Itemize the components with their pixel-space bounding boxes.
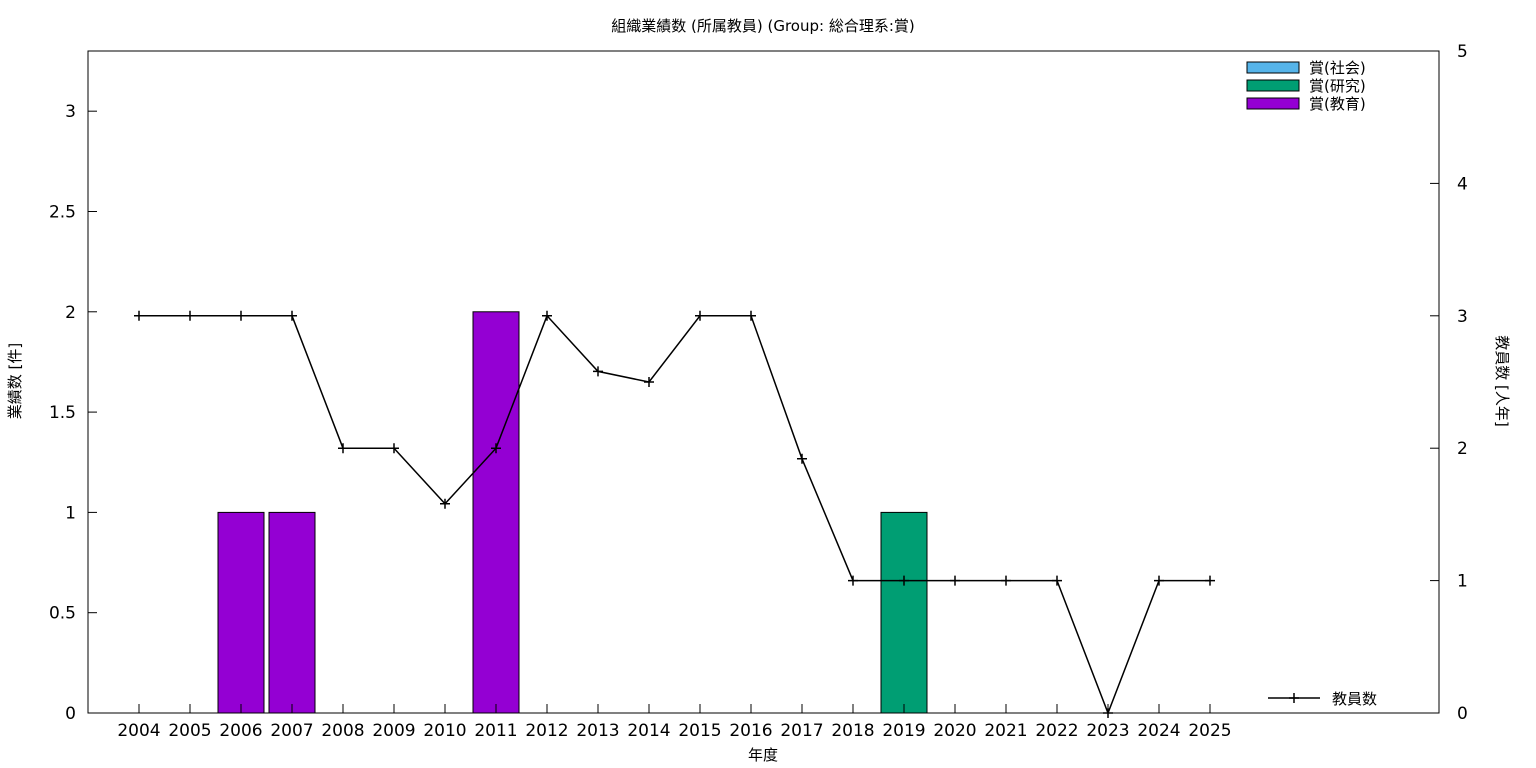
line-point	[593, 366, 603, 377]
x-tick-label: 2005	[168, 721, 211, 741]
y-tick-label: 0	[65, 704, 76, 724]
bar	[880, 511, 928, 714]
x-tick-label: 2008	[321, 721, 364, 741]
line-point	[950, 575, 960, 586]
line-point	[440, 498, 450, 509]
legend-label: 賞(教育)	[1309, 95, 1366, 113]
bar	[268, 511, 316, 714]
x-tick-label: 2015	[678, 721, 721, 741]
plot-frame	[87, 50, 1440, 714]
y2-tick-label: 3	[1457, 307, 1468, 327]
legend-swatch	[1246, 79, 1300, 92]
x-tick-label: 2020	[933, 721, 976, 741]
x-tick-label: 2024	[1137, 721, 1180, 741]
x-tick-label: 2012	[525, 721, 568, 741]
x-tick-label: 2010	[423, 721, 466, 741]
x-tick-label: 2019	[882, 721, 925, 741]
legend-label: 賞(社会)	[1309, 59, 1366, 77]
x-tick-label: 2021	[984, 721, 1027, 741]
legend-label: 賞(研究)	[1309, 77, 1366, 95]
x-tick-label: 2006	[219, 721, 262, 741]
y-tick-label: 1.5	[49, 403, 76, 423]
x-tick-label: 2013	[576, 721, 619, 741]
x-axis-label: 年度	[748, 746, 778, 764]
line-point	[1001, 575, 1011, 586]
line-point	[1205, 575, 1215, 586]
bar	[472, 311, 520, 714]
line-point	[185, 310, 195, 321]
x-tick-label: 2023	[1086, 721, 1129, 741]
y2-axis-label: 教員数 [人年]	[1493, 335, 1511, 426]
x-tick-label: 2025	[1188, 721, 1231, 741]
line-point	[287, 310, 297, 321]
y2-tick-label: 5	[1457, 42, 1468, 62]
legend-swatch	[1246, 97, 1300, 110]
x-tick-label: 2014	[627, 721, 670, 741]
x-axis: 2004 2005 2006 2007 2008 2009 2010 2011 2012 2013…	[117, 704, 1232, 741]
y-tick-label: 3	[65, 102, 76, 122]
y-axis: 0 0.5 1 1.5 2 2.5 3	[49, 102, 97, 724]
line-point	[491, 443, 501, 454]
x-tick-label: 2022	[1035, 721, 1078, 741]
y-tick-label: 1	[65, 503, 76, 523]
chart-title: 組織業績数 (所属教員) (Group: 総合理系:賞)	[611, 17, 915, 35]
y-tick-label: 2	[65, 303, 76, 323]
x-tick-label: 2011	[474, 721, 517, 741]
line-point	[1154, 575, 1164, 586]
x-tick-label: 2009	[372, 721, 415, 741]
x-tick-label: 2018	[831, 721, 874, 741]
line-point	[695, 310, 705, 321]
line-point	[236, 310, 246, 321]
y2-tick-label: 4	[1457, 174, 1468, 194]
y2-tick-label: 1	[1457, 572, 1468, 592]
line-point	[1052, 575, 1062, 586]
bars-layer	[217, 311, 928, 714]
y-tick-label: 0.5	[49, 604, 76, 624]
legend-swatch	[1246, 61, 1300, 74]
bar-legend: 賞(社会)賞(研究)賞(教育)	[1246, 59, 1366, 113]
x-tick-label: 2016	[729, 721, 772, 741]
y-tick-label: 2.5	[49, 202, 76, 222]
line-point	[797, 453, 807, 464]
line-layer	[134, 310, 1215, 718]
line-point	[848, 575, 858, 586]
line-point	[338, 443, 348, 454]
y2-tick-label: 2	[1457, 439, 1468, 459]
x-tick-label: 2017	[780, 721, 823, 741]
line-point	[746, 310, 756, 321]
legend-line-marker	[1289, 693, 1299, 703]
line-point	[899, 575, 909, 586]
bar	[217, 511, 265, 714]
x-tick-label: 2007	[270, 721, 313, 741]
y2-axis: 0 1 2 3 4 5	[1430, 42, 1468, 724]
line-point	[389, 443, 399, 454]
legend-label: 教員数	[1332, 690, 1377, 708]
y2-tick-label: 0	[1457, 704, 1468, 724]
line-point	[542, 310, 552, 321]
line-legend: 教員数	[1268, 690, 1377, 708]
line-point	[134, 310, 144, 321]
x-tick-label: 2004	[117, 721, 160, 741]
y-axis-label: 業績数 [件]	[6, 343, 24, 419]
line-series	[139, 314, 1210, 716]
line-point	[644, 377, 654, 387]
